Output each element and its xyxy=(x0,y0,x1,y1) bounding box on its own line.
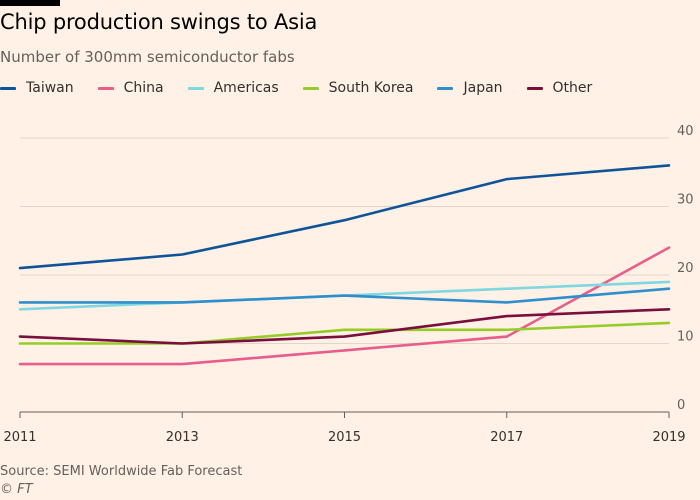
legend-item-other: Other xyxy=(526,80,593,96)
y-tick-label: 40 xyxy=(677,124,694,139)
legend-item-china: China xyxy=(97,80,164,96)
legend-item-americas: Americas xyxy=(187,80,279,96)
legend-swatch-americas xyxy=(187,86,204,90)
series-line-japan xyxy=(18,287,671,304)
legend-label-americas: Americas xyxy=(213,80,279,96)
legend-swatch-south-korea xyxy=(302,86,319,90)
legend-item-south-korea: South Korea xyxy=(302,80,414,96)
series-line-other xyxy=(18,307,671,345)
y-tick-label: 0 xyxy=(677,398,685,413)
y-tick-label: 20 xyxy=(677,261,694,276)
legend-label-other: Other xyxy=(552,80,593,96)
legend-label-taiwan: Taiwan xyxy=(26,80,74,96)
line-chart: 0 10 20 30 40 2011 2013 2015 2017 2019 xyxy=(3,124,694,445)
x-tick-label: 2019 xyxy=(652,430,685,445)
chart-title: Chip production swings to Asia xyxy=(0,10,318,34)
legend-item-taiwan: Taiwan xyxy=(0,80,74,96)
series-line-china xyxy=(18,246,671,366)
legend-item-japan: Japan xyxy=(437,80,503,96)
series-line-south-korea xyxy=(18,321,671,345)
legend-label-china: China xyxy=(123,80,164,96)
legend-swatch-other xyxy=(526,86,543,90)
x-tick-label: 2015 xyxy=(328,430,361,445)
chart-subtitle: Number of 300mm semiconductor fabs xyxy=(0,48,295,66)
legend-swatch-taiwan xyxy=(0,86,16,90)
legend-swatch-china xyxy=(97,86,114,90)
legend-label-japan: Japan xyxy=(463,80,503,96)
ft-top-bar xyxy=(0,0,60,6)
source-note: Source: SEMI Worldwide Fab Forecast xyxy=(0,464,243,479)
x-tick-label: 2013 xyxy=(166,430,199,445)
x-tick-label: 2011 xyxy=(3,430,36,445)
y-tick-label: 10 xyxy=(677,330,694,345)
legend-label-south-korea: South Korea xyxy=(328,80,414,96)
legend-swatch-japan xyxy=(437,86,454,90)
x-tick-label: 2017 xyxy=(490,430,523,445)
ft-credit: © FT xyxy=(0,482,33,497)
y-tick-label: 30 xyxy=(677,193,694,208)
legend: Taiwan China Americas South Korea Japan … xyxy=(0,80,616,96)
series-line-taiwan xyxy=(18,164,671,270)
